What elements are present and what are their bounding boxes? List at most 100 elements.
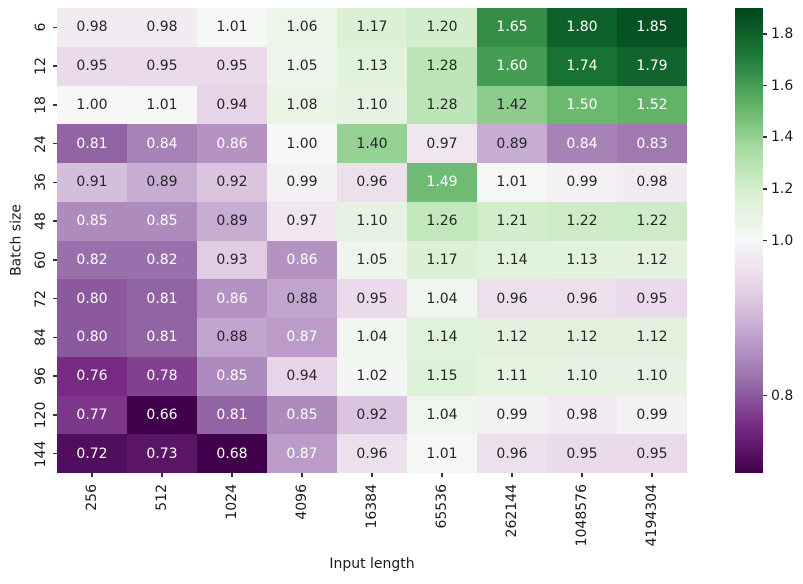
- heatmap-cell: 1.40: [337, 124, 407, 163]
- colorbar-tick-label: 1.4: [771, 129, 794, 146]
- y-tick-mark: [53, 375, 57, 377]
- heatmap-cell: 0.95: [127, 46, 197, 86]
- heatmap-cell: 0.85: [127, 201, 197, 241]
- heatmap-cell: 0.89: [477, 124, 547, 163]
- heatmap-cell: 1.22: [617, 201, 687, 241]
- heatmap-cell: 0.91: [57, 163, 127, 202]
- heatmap-cell: 0.95: [337, 279, 407, 318]
- y-tick-label: 6: [33, 22, 49, 32]
- y-tick-label: 84: [33, 328, 49, 347]
- heatmap-cell: 0.94: [197, 85, 267, 125]
- y-tick-label: 24: [33, 134, 49, 153]
- heatmap-cell: 0.86: [197, 279, 267, 318]
- heatmap-cell: 1.60: [477, 46, 547, 86]
- heatmap-cell: 0.99: [477, 395, 547, 435]
- heatmap-cell: 1.49: [407, 163, 477, 202]
- y-tick-label: 72: [33, 289, 49, 308]
- x-tick-label: 65536: [434, 484, 450, 529]
- x-tick-label: 512: [154, 484, 170, 511]
- heatmap-cell: 0.89: [127, 163, 197, 202]
- heatmap-cell: 0.87: [267, 434, 337, 473]
- heatmap-cell: 1.00: [57, 85, 127, 125]
- heatmap-cell: 0.95: [57, 46, 127, 86]
- y-tick-mark: [53, 414, 57, 416]
- heatmap-cell: 1.01: [197, 8, 267, 47]
- y-tick-mark: [53, 220, 57, 222]
- heatmap-cell: 1.17: [407, 240, 477, 280]
- heatmap-cell: 0.77: [57, 395, 127, 435]
- heatmap-cell: 1.85: [617, 8, 687, 47]
- y-tick-label: 36: [33, 173, 49, 192]
- heatmap-cell: 0.81: [127, 318, 197, 357]
- heatmap-cell: 0.78: [127, 356, 197, 396]
- y-tick-label: 60: [33, 250, 49, 269]
- heatmap-cell: 1.04: [407, 279, 477, 318]
- heatmap-cell: 0.99: [617, 395, 687, 435]
- heatmap-cell: 1.15: [407, 356, 477, 396]
- heatmap-cell: 0.98: [547, 395, 617, 435]
- heatmap-cell: 0.98: [57, 8, 127, 47]
- y-tick-mark: [53, 142, 57, 145]
- y-tick-label: 120: [33, 401, 49, 429]
- x-tick-label: 256: [84, 484, 100, 511]
- heatmap-cell: 1.14: [477, 240, 547, 280]
- y-tick-mark: [53, 104, 57, 106]
- heatmap-cell: 0.99: [267, 163, 337, 202]
- heatmap-cell: 1.01: [477, 163, 547, 202]
- heatmap-cell: 0.98: [617, 163, 687, 202]
- heatmap-cell: 0.89: [197, 201, 267, 241]
- heatmap-cell: 1.14: [407, 318, 477, 357]
- y-axis-title: Batch size: [8, 204, 25, 276]
- heatmap-cell: 1.01: [127, 85, 197, 125]
- colorbar-tick-mark: [763, 188, 767, 190]
- heatmap-cell: 0.86: [267, 240, 337, 280]
- heatmap-cell: 1.12: [617, 318, 687, 357]
- colorbar-tick-label: 0.8: [771, 387, 794, 404]
- heatmap-cell: 1.10: [337, 201, 407, 241]
- heatmap-cell: 0.95: [617, 279, 687, 318]
- colorbar-tick-label: 1.8: [771, 25, 794, 42]
- heatmap-cell: 1.11: [477, 356, 547, 396]
- heatmap-cell: 0.92: [197, 163, 267, 202]
- y-tick-mark: [53, 452, 57, 455]
- x-tick-label: 16384: [364, 484, 380, 529]
- heatmap-cell: 0.72: [57, 434, 127, 473]
- y-tick-label: 48: [33, 212, 49, 231]
- y-tick-label: 18: [33, 95, 49, 114]
- heatmap-cell: 0.87: [267, 318, 337, 357]
- x-tick-label: 1024: [224, 484, 240, 520]
- x-tick-mark: [651, 473, 653, 477]
- heatmap-cell: 1.04: [407, 395, 477, 435]
- heatmap-cell: 0.96: [477, 279, 547, 318]
- heatmap-cell: 1.05: [337, 240, 407, 280]
- heatmap-plot-area: 0.98 0.98 1.01 1.06 1.17 1.20 1.65 1.80 1.85 0.95…: [57, 8, 687, 473]
- heatmap-cell: 1.00: [267, 124, 337, 163]
- x-tick-label: 4194304: [644, 484, 660, 547]
- heatmap-cell: 0.96: [547, 279, 617, 318]
- heatmap-cell: 0.85: [57, 201, 127, 241]
- y-tick-label: 96: [33, 367, 49, 386]
- heatmap-cell: 0.81: [57, 124, 127, 163]
- heatmap-cell: 0.95: [617, 434, 687, 473]
- heatmap-cell: 0.76: [57, 356, 127, 396]
- heatmap-cell: 0.99: [547, 163, 617, 202]
- heatmap-cell: 1.52: [617, 85, 687, 125]
- heatmap-cell: 1.08: [267, 85, 337, 125]
- heatmap-cell: 1.17: [337, 8, 407, 47]
- heatmap-cell: 1.12: [547, 318, 617, 357]
- x-tick-mark: [511, 473, 513, 477]
- colorbar-tick-label: 1.6: [771, 77, 794, 94]
- heatmap-cell: 0.82: [57, 240, 127, 280]
- heatmap-cell: 0.97: [267, 201, 337, 241]
- heatmap-cell: 0.82: [127, 240, 197, 280]
- y-tick-mark: [53, 259, 57, 261]
- heatmap-cell: 0.96: [337, 434, 407, 473]
- y-tick-label: 12: [33, 57, 49, 76]
- colorbar-tick-mark: [763, 136, 767, 138]
- x-tick-mark: [581, 473, 583, 477]
- heatmap-cell: 0.81: [197, 395, 267, 435]
- heatmap-cell: 0.81: [127, 279, 197, 318]
- heatmap-cell: 1.28: [407, 46, 477, 86]
- heatmap-cell: 1.26: [407, 201, 477, 241]
- heatmap-cell: 1.13: [337, 46, 407, 86]
